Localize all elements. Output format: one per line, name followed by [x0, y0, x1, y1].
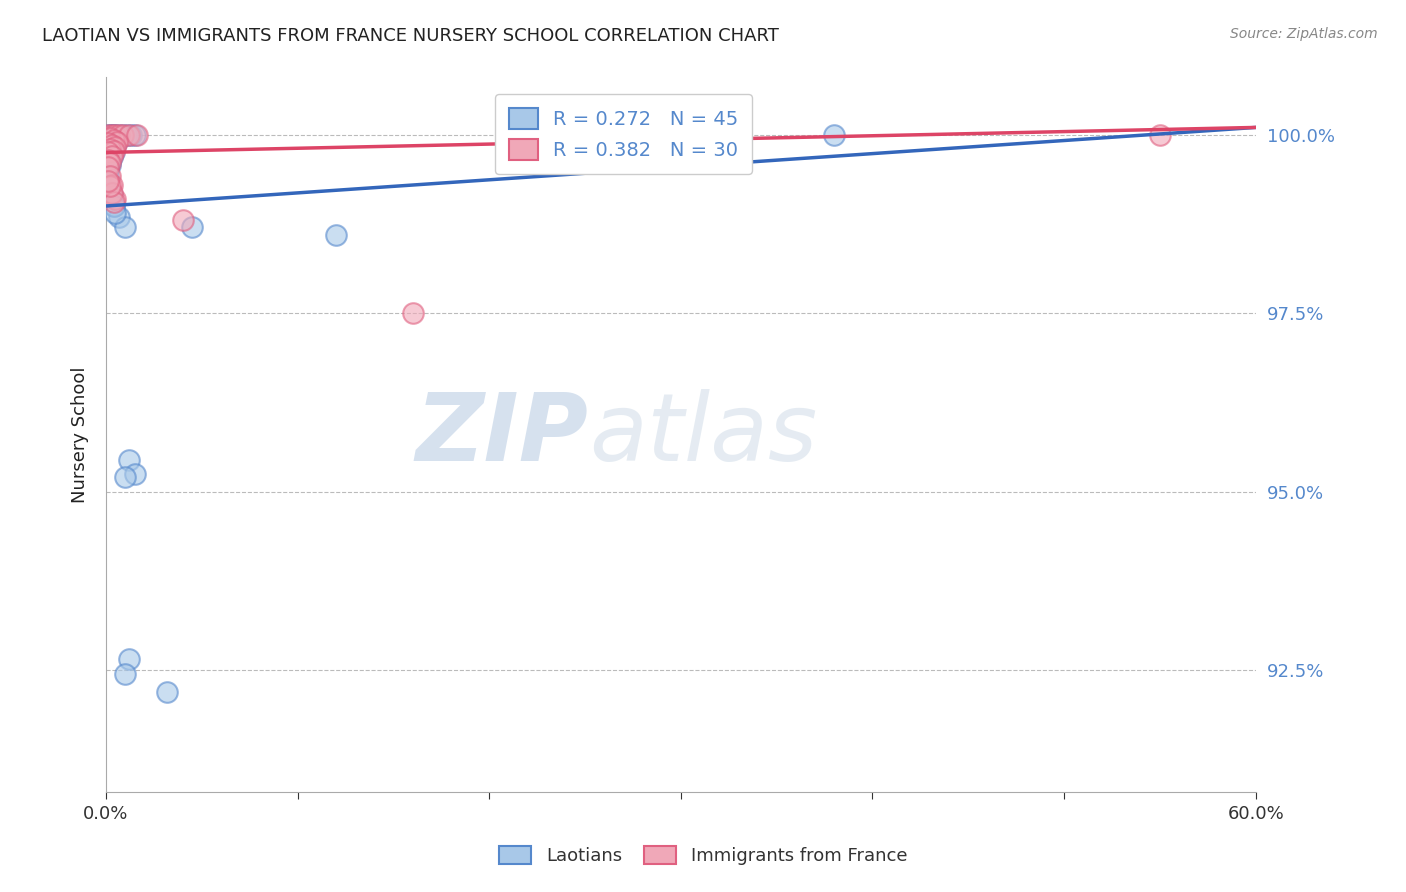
- Point: [100, 149, 122, 163]
- Point: [100, 186, 122, 201]
- Point: [97, 136, 120, 150]
- Point: [115, 128, 138, 142]
- Point: [100, 128, 122, 142]
- Point: [103, 144, 125, 158]
- Point: [108, 210, 131, 224]
- Point: [97, 161, 120, 176]
- Point: [124, 467, 146, 481]
- Point: [97, 170, 120, 185]
- Point: [108, 128, 131, 142]
- Point: [104, 128, 127, 142]
- Point: [100, 138, 122, 153]
- Point: [98, 179, 121, 194]
- Point: [120, 128, 142, 142]
- Point: [181, 220, 204, 235]
- Point: [98, 157, 121, 171]
- Point: [103, 145, 125, 159]
- Point: [97, 128, 120, 142]
- Text: LAOTIAN VS IMMIGRANTS FROM FRANCE NURSERY SCHOOL CORRELATION CHART: LAOTIAN VS IMMIGRANTS FROM FRANCE NURSER…: [42, 27, 779, 45]
- Point: [114, 470, 136, 484]
- Point: [103, 128, 125, 142]
- Point: [97, 153, 120, 167]
- Point: [98, 156, 121, 170]
- Point: [98, 149, 121, 163]
- Point: [114, 666, 136, 681]
- Point: [104, 192, 127, 206]
- Point: [97, 145, 120, 160]
- Point: [100, 178, 122, 192]
- Point: [97, 153, 120, 167]
- Point: [97, 174, 120, 188]
- Point: [97, 160, 120, 174]
- Point: [98, 131, 121, 145]
- Point: [104, 128, 127, 142]
- Point: [103, 132, 125, 146]
- Point: [107, 135, 129, 149]
- Legend: Laotians, Immigrants from France: Laotians, Immigrants from France: [489, 837, 917, 874]
- Text: Source: ZipAtlas.com: Source: ZipAtlas.com: [1230, 27, 1378, 41]
- Point: [107, 134, 129, 148]
- Point: [97, 142, 120, 156]
- Point: [325, 227, 347, 242]
- Point: [1149, 128, 1171, 142]
- Point: [103, 195, 125, 210]
- Point: [100, 128, 122, 142]
- Text: atlas: atlas: [589, 389, 817, 480]
- Y-axis label: Nursery School: Nursery School: [72, 367, 89, 503]
- Point: [100, 137, 122, 152]
- Point: [118, 452, 141, 467]
- Point: [104, 206, 127, 220]
- Point: [104, 139, 127, 153]
- Point: [98, 131, 121, 145]
- Point: [98, 154, 121, 169]
- Point: [823, 128, 845, 142]
- Point: [112, 128, 135, 142]
- Point: [97, 156, 120, 170]
- Point: [156, 684, 179, 698]
- Point: [97, 136, 120, 150]
- Point: [103, 199, 125, 213]
- Point: [401, 306, 423, 320]
- Point: [98, 169, 121, 183]
- Point: [125, 128, 148, 142]
- Point: [108, 128, 131, 142]
- Point: [100, 150, 122, 164]
- Point: [98, 185, 121, 199]
- Point: [103, 199, 125, 213]
- Point: [97, 147, 120, 161]
- Text: ZIP: ZIP: [416, 389, 589, 481]
- Point: [118, 128, 141, 142]
- Point: [103, 132, 125, 146]
- Point: [98, 142, 121, 156]
- Point: [98, 143, 121, 157]
- Point: [97, 128, 120, 142]
- Point: [124, 128, 146, 142]
- Point: [100, 188, 122, 202]
- Point: [172, 213, 194, 227]
- Point: [98, 128, 121, 142]
- Point: [104, 140, 127, 154]
- Point: [112, 128, 135, 142]
- Point: [114, 220, 136, 235]
- Point: [97, 160, 120, 174]
- Point: [118, 652, 141, 666]
- Legend: R = 0.272   N = 45, R = 0.382   N = 30: R = 0.272 N = 45, R = 0.382 N = 30: [495, 95, 752, 174]
